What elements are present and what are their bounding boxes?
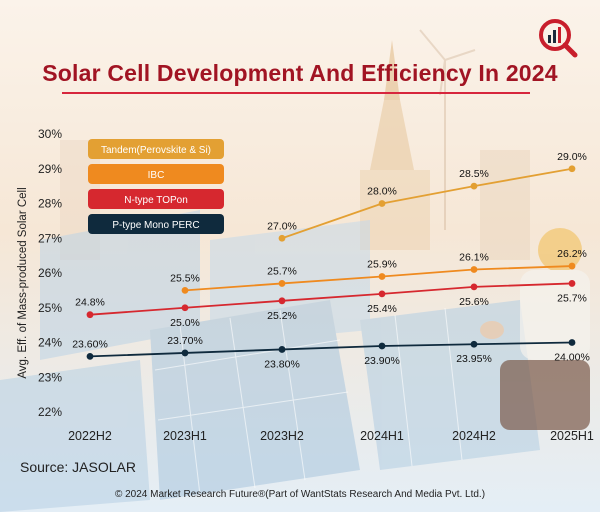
series-line-tandem (281, 167, 573, 240)
y-tick-label: 23% (38, 370, 62, 384)
y-tick-label: 27% (38, 231, 62, 245)
data-label-ntype: 25.0% (170, 317, 200, 329)
series-line-ptype (89, 341, 573, 358)
data-label-ptype: 24.00% (554, 352, 590, 364)
data-point-ntype (278, 297, 286, 305)
data-point-tandem (568, 165, 576, 173)
data-point-ibc (278, 280, 286, 287)
data-point-ibc (181, 286, 189, 294)
series-line-ntype (89, 282, 573, 316)
data-label-tandem: 29.0% (557, 151, 587, 163)
y-tick-label: 25% (38, 301, 62, 315)
data-label-ntype: 24.8% (75, 297, 105, 309)
x-tick-label: 2023H2 (260, 429, 304, 443)
legend-swatch-ibc (88, 164, 224, 184)
data-label-ntype: 25.7% (557, 292, 587, 304)
data-label-ibc: 25.7% (267, 265, 297, 277)
data-point-ntype (86, 311, 94, 319)
data-label-ibc: 26.2% (557, 248, 587, 260)
data-label-ptype: 23.80% (264, 358, 300, 370)
legend-label-ptype: P-type Mono PERC (112, 220, 199, 231)
legend-swatch-tandem (88, 139, 224, 159)
y-tick-label: 24% (38, 336, 62, 350)
page-title: Solar Cell Development And Efficiency In… (42, 60, 558, 86)
copyright-note: © 2024 Market Research Future®(Part of W… (114, 489, 486, 500)
y-tick-label: 28% (38, 197, 62, 211)
title-underline (62, 92, 530, 94)
data-label-ibc: 26.1% (459, 252, 489, 264)
data-point-ibc (470, 266, 478, 273)
data-point-tandem (378, 200, 386, 207)
y-tick-label: 22% (38, 405, 62, 419)
data-label-ptype: 23.90% (364, 355, 400, 367)
brand-logo-icon (539, 19, 578, 58)
data-label-ibc: 25.9% (367, 258, 397, 270)
legend-label-ntype: N-type TOPon (124, 195, 188, 206)
data-point-tandem (470, 182, 478, 190)
data-point-ntype (181, 304, 189, 312)
data-point-ptype (86, 353, 94, 360)
x-tick-label: 2022H2 (68, 429, 112, 443)
x-tick-label: 2025H1 (550, 429, 594, 443)
y-axis-title: Avg. Eff. of Mass-produced Solar Cell (17, 187, 29, 378)
data-point-ibc (378, 273, 386, 280)
legend-label-tandem: Tandem(Perovskite & Si) (101, 145, 211, 156)
data-label-ptype: 23.60% (72, 338, 108, 350)
data-point-ptype (181, 349, 189, 357)
data-label-ibc: 25.5% (170, 272, 200, 284)
source-note: Source: JASOLAR (20, 459, 136, 475)
x-tick-label: 2024H1 (360, 429, 404, 443)
x-tick-label: 2024H2 (452, 429, 496, 443)
legend-swatch-ntype (88, 189, 224, 209)
data-point-tandem (278, 234, 286, 242)
data-label-tandem: 27.0% (267, 220, 297, 232)
data-label-tandem: 28.0% (367, 186, 397, 198)
y-tick-label: 26% (38, 266, 62, 280)
data-label-ntype: 25.4% (367, 303, 397, 315)
legend-label-ibc: IBC (148, 170, 165, 181)
data-point-ntype (378, 290, 386, 298)
legend-swatch-ptype (88, 214, 224, 234)
data-point-ptype (470, 340, 478, 348)
data-point-ptype (568, 339, 576, 346)
data-label-ptype: 23.70% (167, 335, 203, 347)
data-label-ntype: 25.2% (267, 310, 297, 322)
data-label-ntype: 25.6% (459, 296, 489, 308)
data-point-ibc (568, 262, 576, 270)
data-label-ptype: 23.95% (456, 353, 492, 365)
data-point-ntype (568, 280, 576, 287)
data-point-ntype (470, 283, 478, 291)
y-tick-label: 29% (38, 162, 62, 176)
data-label-tandem: 28.5% (459, 168, 489, 180)
data-point-ptype (378, 342, 386, 350)
x-tick-label: 2023H1 (163, 429, 207, 443)
data-point-ptype (278, 346, 286, 353)
y-tick-label: 30% (38, 127, 62, 141)
